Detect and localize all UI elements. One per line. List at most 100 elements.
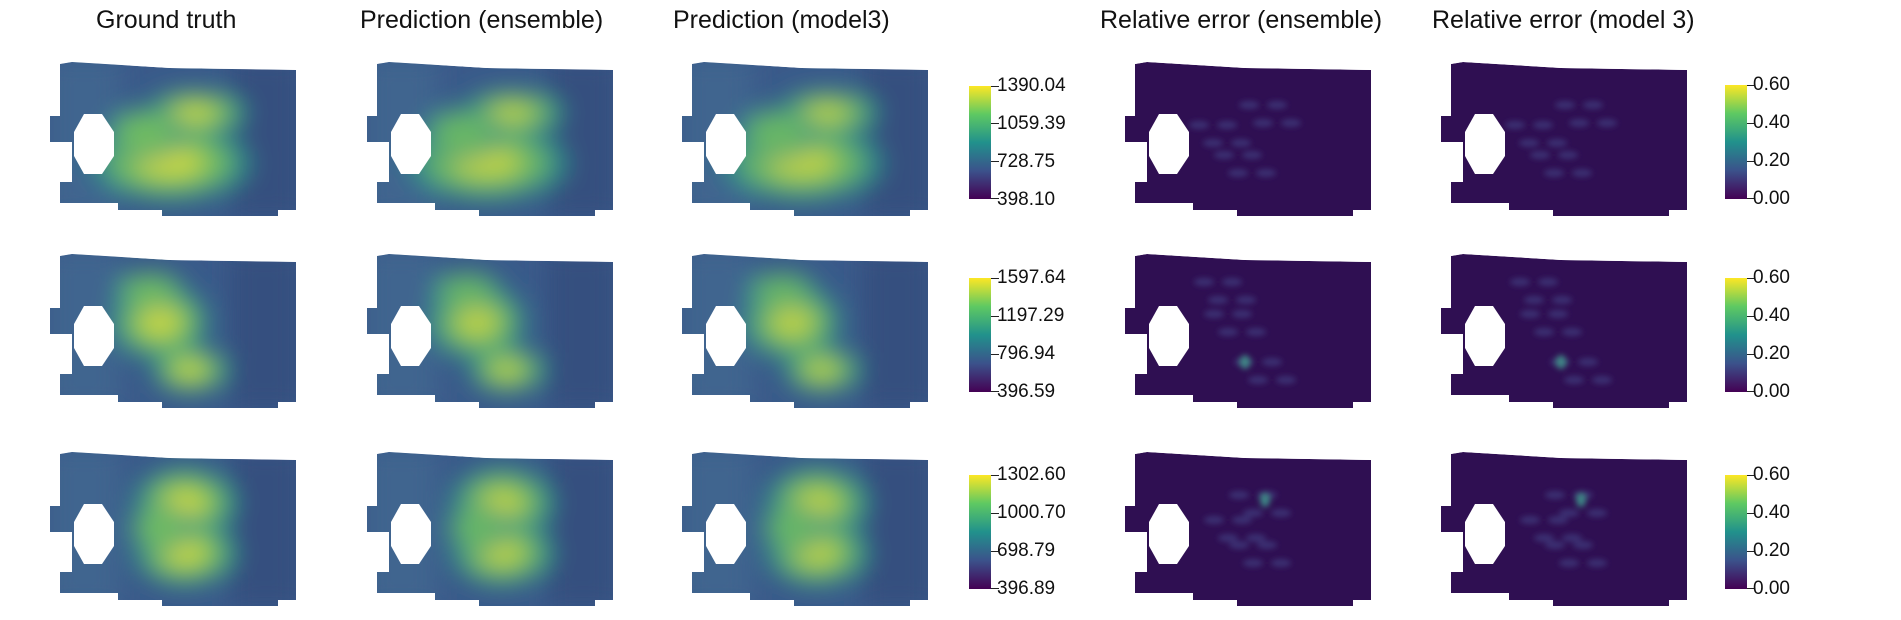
colorbar-label: 796.94 [997,343,1056,364]
field-plot [1441,254,1687,408]
error-streak [1558,151,1578,159]
field-region [768,510,816,546]
colorbar-label-max: 1597.64 [997,267,1066,288]
error-streak [1242,151,1262,159]
error-streak [1217,121,1237,129]
field-domain [1125,452,1371,606]
error-streak [1271,559,1291,567]
domain-hole [706,114,746,174]
error-streak [1559,559,1579,567]
colorbar-label-min: 0.00 [1753,381,1790,402]
error-streak [1229,491,1249,499]
colorbar-label-min: 0.00 [1753,188,1790,209]
error-streak [1578,358,1598,366]
error-streak [1520,310,1540,318]
error-streak [1505,121,1525,129]
error-streak [1548,310,1568,318]
colorbar-label: 1059.39 [997,113,1066,134]
column-title-ground-truth: Ground truth [96,6,237,34]
error-streak [1530,151,1550,159]
column-title-relative-error-model3: Relative error (model 3) [1432,6,1695,34]
colorbar-tick [991,513,999,514]
value-colorbar-row2: 1597.64 1197.29 796.94 396.59 [969,268,1066,401]
error-streak [1218,328,1238,336]
error-streak [1548,516,1568,524]
value-field-panel-r3-c2 [367,448,615,608]
colorbar-label: 698.79 [997,540,1056,561]
error-streak [1562,328,1582,336]
column-title-prediction-model3: Prediction (model3) [673,6,890,34]
domain-hole [1149,504,1189,564]
error-field-panel-r2-c5 [1441,250,1689,410]
colorbar-gradient [1725,278,1747,392]
error-streak [1587,559,1607,567]
error-hotspot [1260,493,1270,507]
field-hotspot [771,307,813,337]
colorbar-label: 0.20 [1753,150,1790,171]
domain-hole [391,504,431,564]
error-streak [1533,121,1553,129]
error-streak [1545,491,1565,499]
error-streak [1253,119,1273,127]
colorbar-label: 0.20 [1753,540,1790,561]
colorbar-tick [991,316,999,317]
colorbar-tick [1747,278,1755,279]
value-field-panel-r2-c1 [50,250,298,410]
field-hotspot [805,361,839,379]
error-streak [1538,278,1558,286]
error-streak [1587,509,1607,517]
error-streak [1276,376,1296,384]
error-field-panel-r1-c5 [1441,58,1689,218]
error-streak [1262,358,1282,366]
domain-hole [1465,114,1505,174]
value-field-panel-r3-c3 [682,448,930,608]
error-streak [1214,151,1234,159]
error-streak [1559,509,1579,517]
colorbar-tick [991,123,999,124]
field-plot [1441,62,1687,216]
colorbar-gradient [969,475,991,589]
field-plot [1125,254,1371,408]
error-streak [1222,278,1242,286]
field-plot [682,452,928,606]
colorbar-tick [991,391,999,392]
colorbar-tick [1747,475,1755,476]
colorbar-tick [1747,391,1755,392]
field-plot [1125,452,1371,606]
field-region [747,113,807,153]
field-region [115,113,175,153]
error-streak [1545,541,1565,549]
error-streak [1534,534,1554,542]
error-streak [1547,139,1567,147]
field-plot [1441,452,1687,606]
colorbar-label-min: 396.59 [997,381,1056,402]
field-hotspot [805,104,849,122]
error-streak [1248,376,1268,384]
domain-hole [706,306,746,366]
field-region [432,113,492,153]
error-streak [1243,559,1263,567]
value-field-panel-r3-c1 [50,448,298,608]
error-streak [1257,541,1277,549]
error-hotspot [1556,355,1566,369]
colorbar-label-max: 1390.04 [997,75,1066,96]
error-colorbar-row3: 0.60 0.40 0.20 0.00 [1725,465,1790,598]
error-streak [1246,328,1266,336]
colorbar-tick [991,198,999,199]
colorbar-label-min: 398.10 [997,189,1056,210]
field-region [754,276,810,304]
domain-hole [1465,306,1505,366]
error-streak [1243,509,1263,517]
error-field-panel-r1-c4 [1125,58,1373,218]
error-streak [1204,310,1224,318]
value-field-panel-r1-c3 [682,58,930,218]
colorbar-tick [991,354,999,355]
field-plot [50,452,296,606]
value-field-panel-r1-c1 [50,58,298,218]
error-streak [1583,101,1603,109]
error-streak [1510,278,1530,286]
domain-hole [74,306,114,366]
error-streak [1189,121,1209,129]
colorbar-tick [1747,551,1755,552]
error-streak [1534,328,1554,336]
